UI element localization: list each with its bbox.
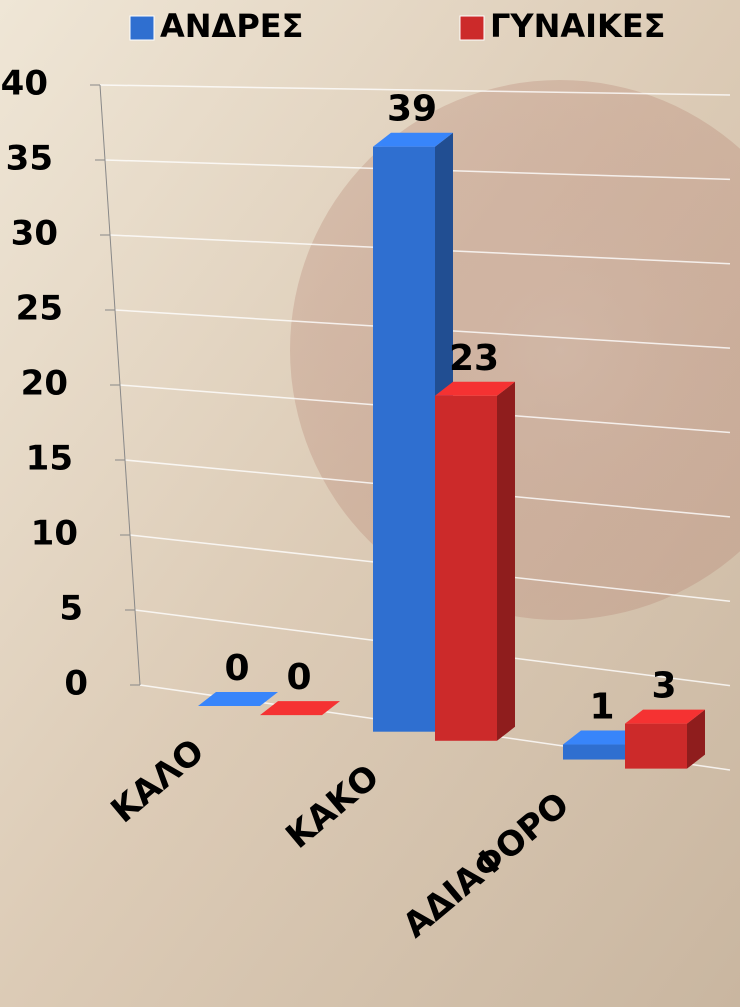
y-tick-label: 20: [21, 364, 68, 404]
value-label: 0: [224, 648, 249, 689]
y-tick-label: 5: [59, 589, 83, 629]
bar-front: [563, 744, 625, 760]
legend-label: ΓΥΝΑΙΚΕΣ: [490, 7, 666, 45]
bar-front: [373, 146, 435, 732]
bar: [260, 701, 340, 716]
y-tick-label: 30: [11, 214, 58, 254]
bar-top: [373, 132, 453, 147]
bar-side: [497, 381, 515, 741]
grid-line: [99, 84, 731, 96]
bar-top: [198, 692, 278, 707]
legend-swatch: [129, 15, 155, 41]
legend-swatch: [459, 15, 485, 41]
value-label: 0: [286, 657, 311, 698]
bar: [198, 692, 278, 707]
y-tick-label: 40: [1, 64, 48, 104]
bar-top: [625, 709, 705, 724]
value-label: 1: [589, 687, 614, 728]
y-tick-label: 0: [64, 664, 88, 704]
bar-top: [260, 701, 340, 716]
y-tick-label: 25: [16, 289, 63, 329]
y-tick-label: 35: [6, 139, 53, 179]
value-label: 23: [449, 338, 499, 379]
bar-front: [435, 395, 497, 741]
y-tick-label: 10: [31, 514, 78, 554]
bar: [435, 381, 515, 741]
y-tick-label: 15: [26, 439, 73, 479]
y-axis: [99, 84, 141, 686]
value-label: 39: [387, 89, 437, 130]
bar-top: [563, 730, 643, 745]
bar-top: [435, 381, 515, 396]
bar-front: [625, 723, 687, 769]
value-label: 3: [651, 666, 676, 707]
bar-side: [687, 709, 705, 769]
legend-label: ΑΝΔΡΕΣ: [160, 7, 303, 45]
bar: [625, 709, 705, 769]
